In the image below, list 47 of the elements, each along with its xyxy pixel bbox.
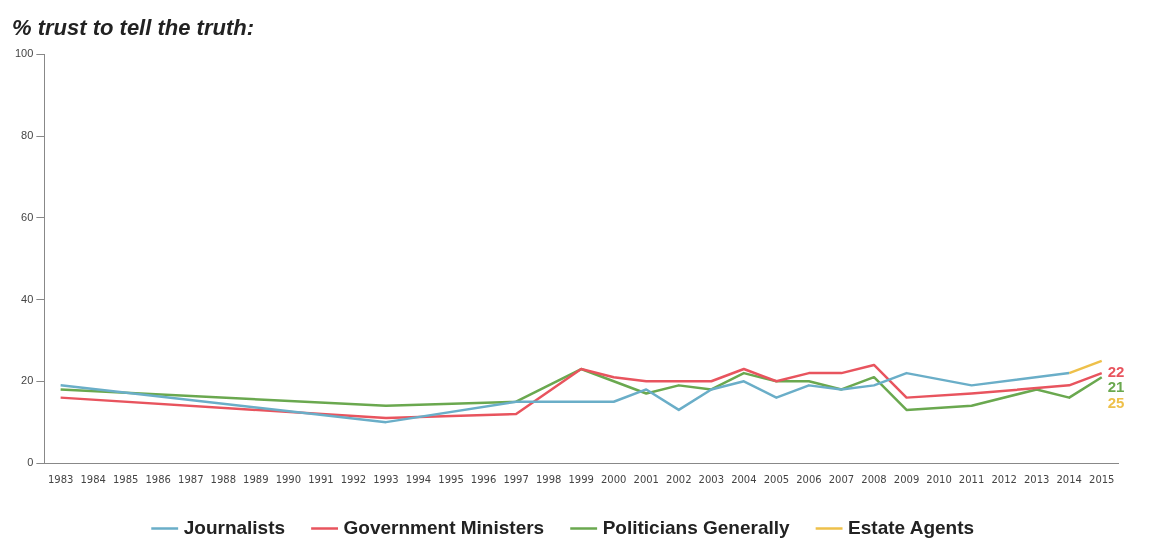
x-tick-label: 1996 [470, 473, 497, 485]
x-tick-label: 2013 [1023, 473, 1050, 485]
x-tick-label: 2015 [1089, 473, 1115, 485]
data-label: 25 [1107, 393, 1125, 411]
y-tick-label: 60 [21, 210, 34, 223]
x-tick-label: 1988 [210, 473, 237, 485]
x-tick-label: 1993 [373, 473, 399, 485]
x-tick-label: 1985 [112, 473, 139, 485]
x-tick-label: 2008 [861, 473, 887, 485]
x-tick-label: 2011 [958, 473, 985, 485]
x-tick-label: 2001 [633, 473, 659, 485]
x-tick-label: 2004 [731, 473, 757, 485]
x-tick-label: 2009 [893, 473, 920, 485]
x-tick-label: 1989 [243, 473, 269, 485]
legend-label: Government Ministers [343, 516, 545, 538]
x-tick-label: 2003 [698, 473, 725, 485]
x-tick-label: 2006 [796, 473, 822, 485]
x-tick-label: 1994 [405, 473, 432, 485]
x-tick-label: 1990 [275, 473, 302, 485]
x-tick-label: 1997 [503, 473, 529, 485]
legend-label: Journalists [183, 516, 286, 538]
y-tick-label: 40 [21, 292, 34, 305]
x-tick-label: 1984 [80, 473, 106, 485]
y-tick-label: 20 [21, 374, 34, 387]
x-tick-label: 1991 [308, 473, 334, 485]
x-tick-label: 2002 [666, 473, 692, 485]
x-tick-label: 2005 [763, 473, 790, 485]
x-tick-label: 1986 [145, 473, 171, 485]
x-tick-label: 2000 [600, 473, 627, 485]
y-tick-label: 100 [14, 47, 34, 60]
x-tick-label: 2014 [1056, 473, 1082, 485]
x-tick-label: 1992 [340, 473, 367, 485]
y-tick-label: 80 [21, 129, 34, 142]
data-label: 22 [1107, 363, 1125, 381]
legend-label: Politicians Generally [602, 516, 791, 538]
legend-label: Estate Agents [848, 516, 975, 538]
x-tick-label: 2012 [991, 473, 1017, 485]
x-tick-label: 1983 [47, 473, 74, 485]
x-tick-label: 1998 [535, 473, 562, 485]
x-tick-label: 2007 [828, 473, 855, 485]
x-tick-label: 2010 [926, 473, 952, 485]
x-tick-label: 1999 [568, 473, 594, 485]
chart-title: % trust to tell the truth: [12, 15, 254, 41]
x-tick-label: 1995 [438, 473, 464, 485]
x-tick-label: 1987 [178, 473, 204, 485]
y-tick-label: 0 [27, 456, 34, 469]
data-label: 21 [1107, 378, 1125, 396]
